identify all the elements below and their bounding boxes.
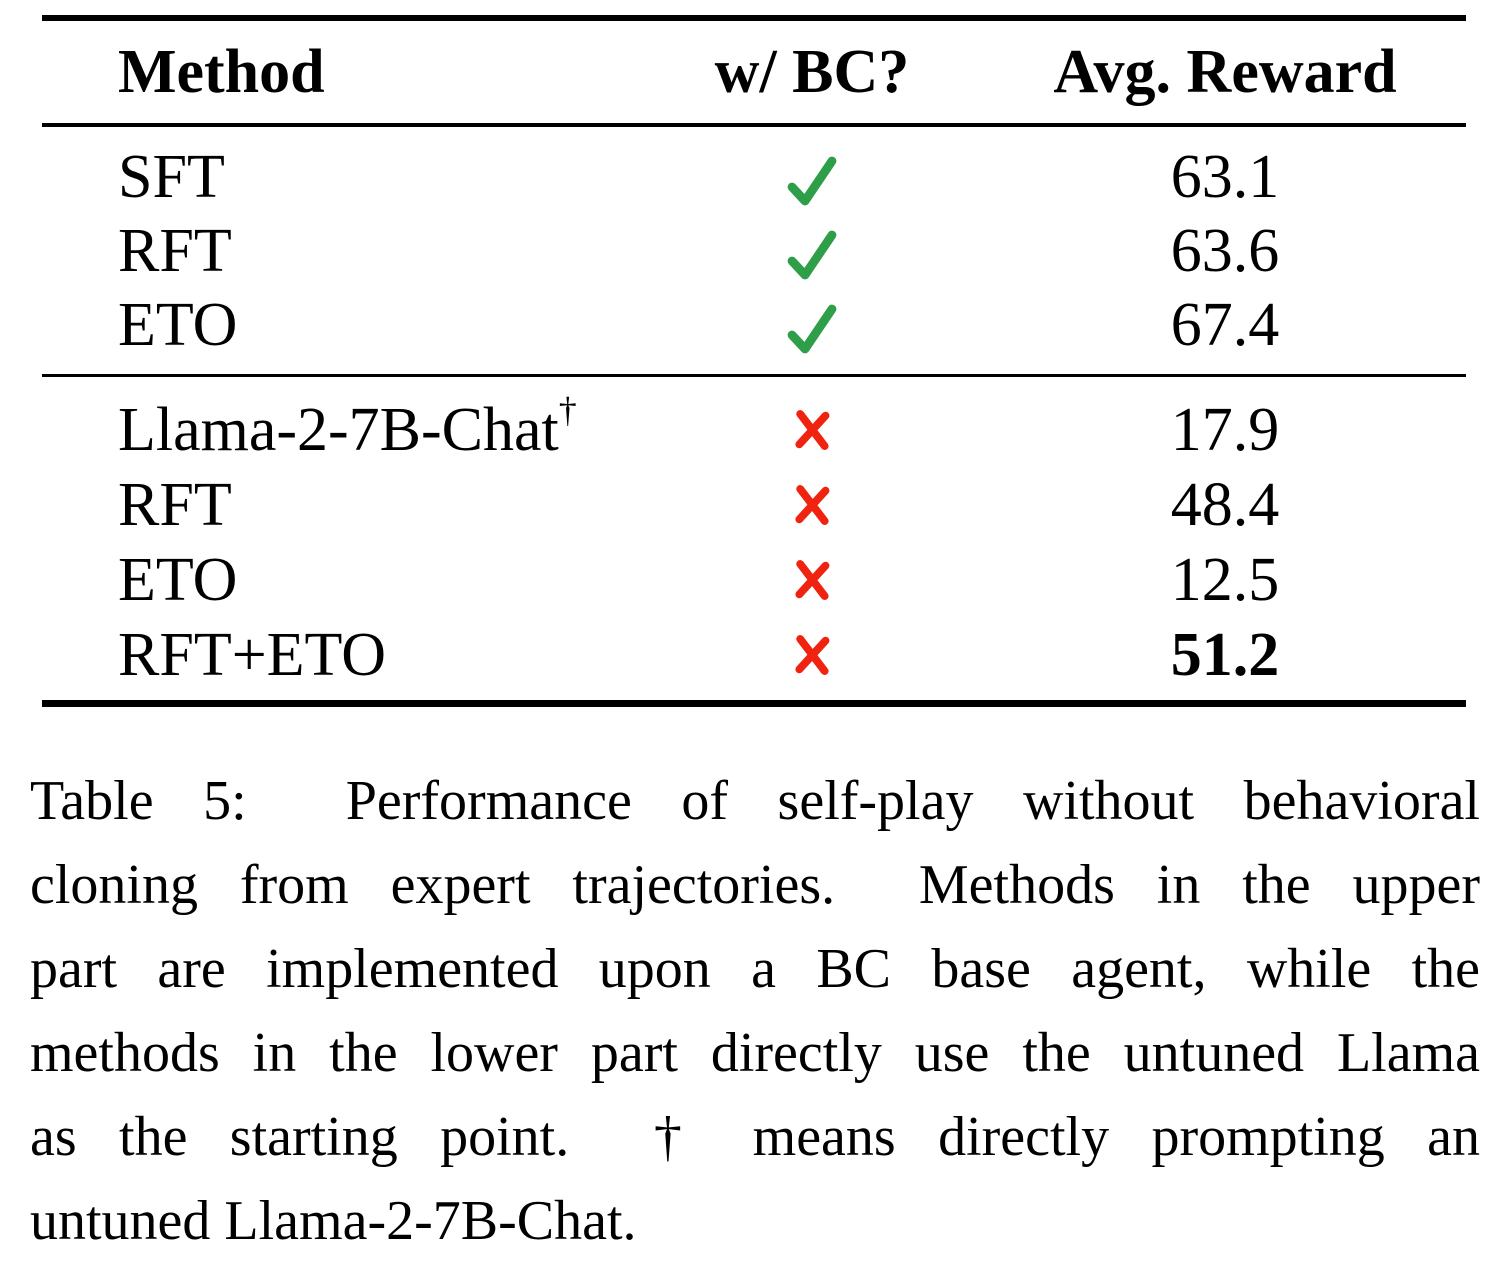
method-cell: RFT (42, 468, 602, 542)
caption-line: cloning from expert trajectories. Method… (30, 854, 1480, 916)
table-row: RFT 63.6 (42, 214, 1466, 288)
reward-cell: 63.6 (1170, 216, 1280, 285)
table-row: RFT+ETO 51.2 (42, 617, 1466, 692)
table-section-with-bc: SFT 63.1 RFT 63.6 (42, 127, 1466, 374)
table-header-row: Method w/ BC? Avg. Reward (42, 21, 1466, 123)
method-cell: Llama-2-7B-Chat† (42, 389, 602, 467)
reward-cell: 12.5 (1170, 545, 1280, 614)
reward-cell: 48.4 (1170, 470, 1280, 539)
check-icon (787, 156, 837, 205)
reward-cell: 67.4 (1170, 290, 1280, 359)
bc-mark (790, 402, 834, 458)
caption-line: untuned Llama-2-7B-Chat. (30, 1190, 637, 1252)
bc-cell (602, 143, 1022, 211)
cross-icon (795, 559, 830, 600)
col-header-reward: Avg. Reward (1053, 38, 1397, 106)
bc-mark (786, 291, 838, 359)
method-cell: ETO (42, 543, 602, 617)
method-cell: RFT (42, 214, 602, 288)
caption-line: Table 5: Performance of self-play withou… (30, 770, 1480, 832)
bc-mark (790, 477, 834, 533)
col-header-bc: w/ BC? (714, 38, 910, 106)
bc-cell (602, 552, 1022, 608)
bottom-rule (42, 700, 1466, 707)
cross-icon (795, 484, 830, 525)
table-row: SFT 63.1 (42, 140, 1466, 214)
method-label: RFT+ETO (118, 620, 387, 689)
bc-cell (602, 402, 1022, 458)
caption-line: part are implemented upon a BC base agen… (30, 938, 1480, 1000)
method-label: Llama-2-7B-Chat (118, 395, 559, 464)
bc-cell (602, 291, 1022, 359)
reward-cell: 17.9 (1170, 395, 1280, 464)
method-label: RFT (118, 470, 232, 539)
bc-cell (602, 217, 1022, 285)
bc-mark (790, 552, 834, 608)
top-rule (42, 15, 1466, 21)
bc-cell (602, 477, 1022, 533)
cross-icon (795, 409, 830, 450)
table-row: RFT 48.4 (42, 467, 1466, 542)
bc-mark (790, 627, 834, 683)
method-label: SFT (118, 142, 225, 211)
method-superscript: † (558, 389, 577, 430)
caption-line: as the starting point. † means directly … (30, 1106, 1480, 1168)
header-rule (42, 123, 1466, 127)
col-header-method: Method (118, 38, 325, 106)
bc-cell (602, 627, 1022, 683)
table-row: ETO 12.5 (42, 542, 1466, 617)
check-icon (787, 304, 837, 353)
table-row: ETO 67.4 (42, 288, 1466, 362)
bc-mark (786, 143, 838, 211)
method-label: RFT (118, 216, 232, 285)
caption-line: methods in the lower part directly use t… (30, 1022, 1480, 1084)
method-cell: ETO (42, 288, 602, 362)
bc-mark (786, 217, 838, 285)
method-cell: SFT (42, 140, 602, 214)
table-caption: Table 5: Performance of self-play withou… (30, 759, 1480, 1263)
table-row: Llama-2-7B-Chat† 17.9 (42, 392, 1466, 467)
check-icon (787, 230, 837, 279)
results-table: Method w/ BC? Avg. Reward SFT 63.1 RFT (42, 0, 1466, 707)
method-label: ETO (118, 290, 238, 359)
method-label: ETO (118, 545, 238, 614)
method-cell: RFT+ETO (42, 618, 602, 692)
table-section-without-bc: Llama-2-7B-Chat† 17.9 RFT 48. (42, 377, 1466, 700)
reward-cell: 63.1 (1170, 142, 1280, 211)
cross-icon (795, 634, 830, 675)
mid-rule (42, 373, 1466, 377)
reward-cell: 51.2 (1170, 620, 1280, 689)
